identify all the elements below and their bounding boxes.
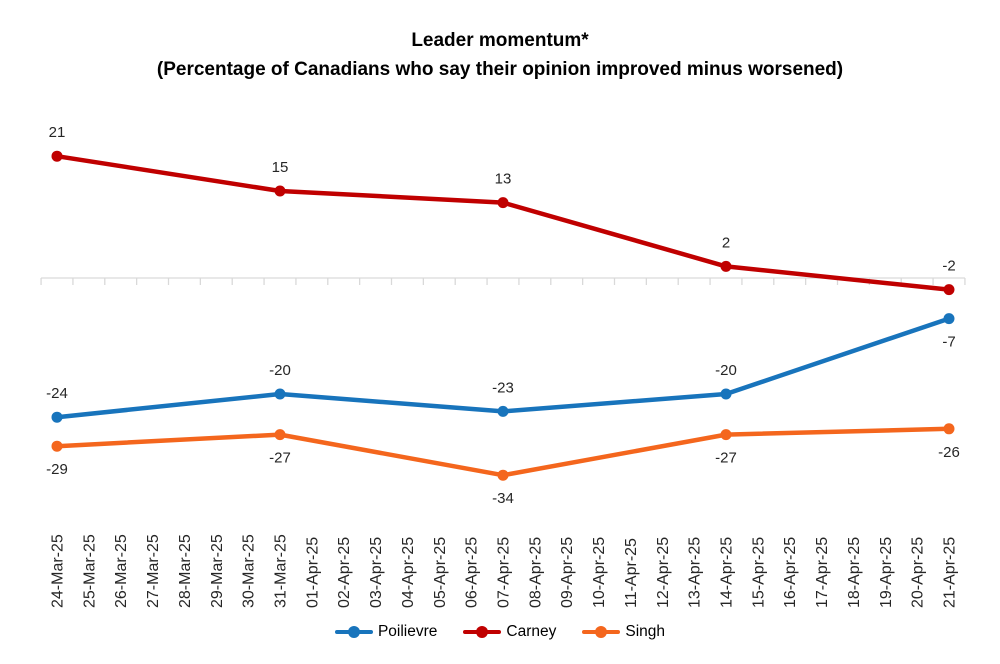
data-label-carney: 21 [49, 124, 66, 141]
data-point-poilievre [497, 405, 509, 417]
x-axis-tick-label: 24-Mar-25 [50, 534, 67, 608]
legend-label: Carney [506, 623, 557, 640]
chart-subtitle: (Percentage of Canadians who say their o… [156, 59, 844, 80]
x-axis-tick-label: 15-Apr-25 [750, 537, 767, 608]
data-point-poilievre [274, 388, 286, 400]
legend-marker-icon [582, 626, 621, 639]
data-point-singh [720, 429, 732, 441]
series-line-singh [54, 426, 952, 478]
x-axis-tick-label: 31-Mar-25 [273, 534, 290, 608]
data-point-poilievre [51, 411, 63, 423]
x-axis-tick-label: 05-Apr-25 [432, 537, 449, 608]
x-axis-tick-label: 28-Mar-25 [177, 534, 194, 608]
x-axis-tick-label: 25-Mar-25 [81, 534, 98, 608]
x-axis-tick-label: 08-Apr-25 [527, 537, 544, 608]
x-axis-tick-label: 07-Apr-25 [496, 537, 513, 608]
data-label-carney: 2 [722, 234, 730, 251]
x-axis-tick-label: 06-Apr-25 [464, 537, 481, 608]
data-point-poilievre [720, 388, 732, 400]
legend-label: Poilievre [377, 623, 438, 640]
x-axis-tick-label: 18-Apr-25 [846, 537, 863, 608]
x-axis-tick-label: 01-Apr-25 [304, 537, 321, 608]
x-axis-tick-label: 20-Apr-25 [910, 537, 927, 608]
data-point-carney [720, 260, 732, 272]
data-point-carney [943, 284, 955, 296]
data-label-carney: 13 [495, 171, 512, 188]
legend-label: Singh [625, 623, 666, 640]
data-label-carney: -2 [942, 258, 955, 275]
x-axis-tick-label: 11-Apr-25 [623, 538, 640, 608]
data-point-poilievre [943, 313, 955, 325]
data-label-poilievre: -24 [46, 385, 68, 402]
x-axis-tick-label: 21-Apr-25 [942, 537, 959, 608]
chart-title: Leader momentum* [411, 30, 589, 51]
legend-item-singh: Singh [582, 623, 665, 641]
x-axis-tick-label: 17-Apr-25 [814, 537, 831, 608]
legend-item-carney: Carney [463, 623, 556, 641]
legend-item-poilievre: Poilievre [334, 623, 438, 641]
data-label-poilievre: -23 [492, 379, 514, 396]
x-axis-tick-label: 13-Apr-25 [687, 537, 704, 608]
x-axis-tick-label: 27-Mar-25 [145, 534, 162, 608]
legend: Poilievre Carney Singh [0, 618, 1000, 646]
x-axis-tick-label: 14-Apr-25 [719, 537, 736, 608]
data-label-singh: -26 [938, 444, 960, 461]
legend-dot-swatch [595, 626, 608, 638]
x-axis-tick-label: 19-Apr-25 [878, 537, 895, 608]
data-point-singh [274, 429, 286, 441]
x-axis-tick-label: 29-Mar-25 [209, 534, 226, 608]
data-point-carney [497, 197, 509, 209]
data-point-carney [274, 185, 286, 197]
data-label-singh: -29 [46, 461, 68, 478]
series-line-poilievre [54, 316, 952, 420]
data-label-poilievre: -20 [269, 362, 291, 379]
data-label-poilievre: -7 [942, 334, 955, 351]
chart-title-block: Leader momentum* (Percentage of Canadian… [0, 26, 1000, 84]
x-axis-tick-label: 26-Mar-25 [113, 534, 130, 608]
legend-marker-icon [334, 626, 373, 639]
data-label-singh: -27 [269, 450, 291, 467]
legend-marker-icon [463, 626, 502, 639]
data-label-poilievre: -20 [715, 362, 737, 379]
data-point-singh [943, 423, 955, 435]
data-label-singh: -34 [492, 490, 514, 507]
legend-dot-swatch [347, 626, 360, 638]
data-point-singh [497, 469, 509, 481]
x-axis-tick-label: 16-Apr-25 [782, 537, 799, 608]
data-label-carney: 15 [272, 159, 289, 176]
x-axis-tick-label: 10-Apr-25 [591, 537, 608, 608]
data-point-carney [51, 150, 63, 162]
x-axis-tick-label: 04-Apr-25 [400, 537, 417, 608]
x-axis-tick-label: 09-Apr-25 [559, 537, 576, 608]
data-label-singh: -27 [715, 450, 737, 467]
x-axis-tick-label: 02-Apr-25 [336, 537, 353, 608]
x-axis-tick-label: 03-Apr-25 [368, 537, 385, 608]
x-axis-tick-label: 12-Apr-25 [655, 537, 672, 608]
data-point-singh [51, 440, 63, 452]
legend-dot-swatch [476, 626, 489, 638]
x-axis-tick-label: 30-Mar-25 [241, 534, 258, 608]
